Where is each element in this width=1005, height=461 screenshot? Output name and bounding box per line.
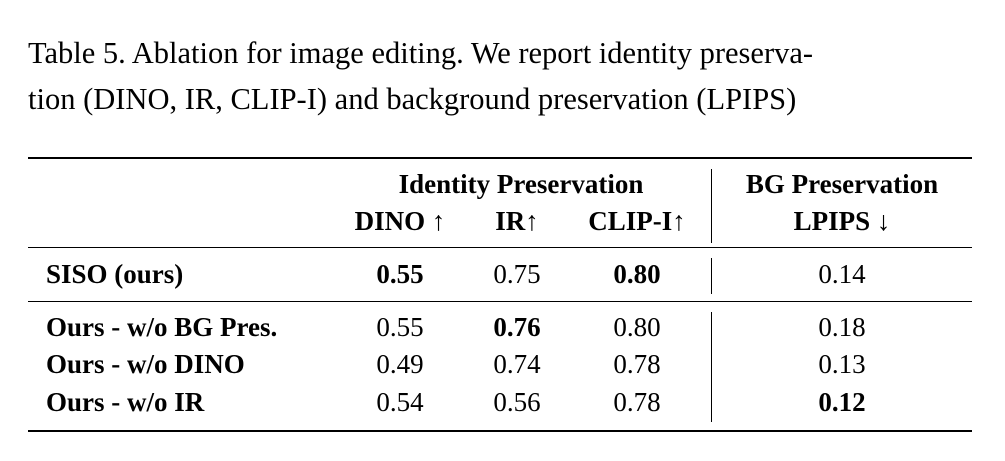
header-bg-preservation: BG Preservation bbox=[745, 169, 939, 199]
top-rule bbox=[28, 157, 972, 159]
cell-dino: 0.54 bbox=[376, 387, 424, 417]
cell-dino: 0.55 bbox=[376, 259, 424, 289]
row-method: SISO (ours) bbox=[46, 259, 184, 289]
caption-line-1: Table 5. Ablation for image editing. We … bbox=[28, 36, 814, 70]
cell-lpips: 0.14 bbox=[818, 259, 866, 289]
cell-clip-i: 0.78 bbox=[613, 387, 661, 417]
cell-dino: 0.49 bbox=[376, 349, 424, 379]
header-identity-preservation: Identity Preservation bbox=[398, 169, 644, 199]
row-method: Ours - w/o BG Pres. bbox=[46, 312, 278, 342]
table-caption: Table 5. Ablation for image editing. We … bbox=[28, 30, 978, 122]
row-method: Ours - w/o IR bbox=[46, 387, 205, 417]
cell-lpips: 0.18 bbox=[818, 312, 866, 342]
column-header-lpips: LPIPS ↓ bbox=[793, 206, 891, 236]
cell-dino: 0.55 bbox=[376, 312, 424, 342]
cell-lpips: 0.12 bbox=[818, 387, 866, 417]
cell-ir: 0.75 bbox=[493, 259, 541, 289]
column-header-ir: IR↑ bbox=[495, 206, 539, 236]
cell-clip-i: 0.80 bbox=[613, 259, 661, 289]
rows-column-separator bbox=[711, 312, 712, 422]
row1-column-separator bbox=[711, 258, 712, 294]
cell-ir: 0.74 bbox=[493, 349, 541, 379]
cell-lpips: 0.13 bbox=[818, 349, 866, 379]
cell-clip-i: 0.78 bbox=[613, 349, 661, 379]
mid-rule bbox=[28, 301, 972, 302]
cell-ir: 0.76 bbox=[493, 312, 541, 342]
row-method: Ours - w/o DINO bbox=[46, 349, 245, 379]
caption-line-2: tion (DINO, IR, CLIP-I) and background p… bbox=[28, 82, 797, 116]
cell-ir: 0.56 bbox=[493, 387, 541, 417]
cell-clip-i: 0.80 bbox=[613, 312, 661, 342]
bottom-rule bbox=[28, 430, 972, 432]
column-header-clip-i: CLIP-I↑ bbox=[588, 206, 686, 236]
column-header-dino: DINO ↑ bbox=[354, 206, 446, 236]
header-column-separator bbox=[711, 169, 712, 243]
header-rule bbox=[28, 247, 972, 248]
